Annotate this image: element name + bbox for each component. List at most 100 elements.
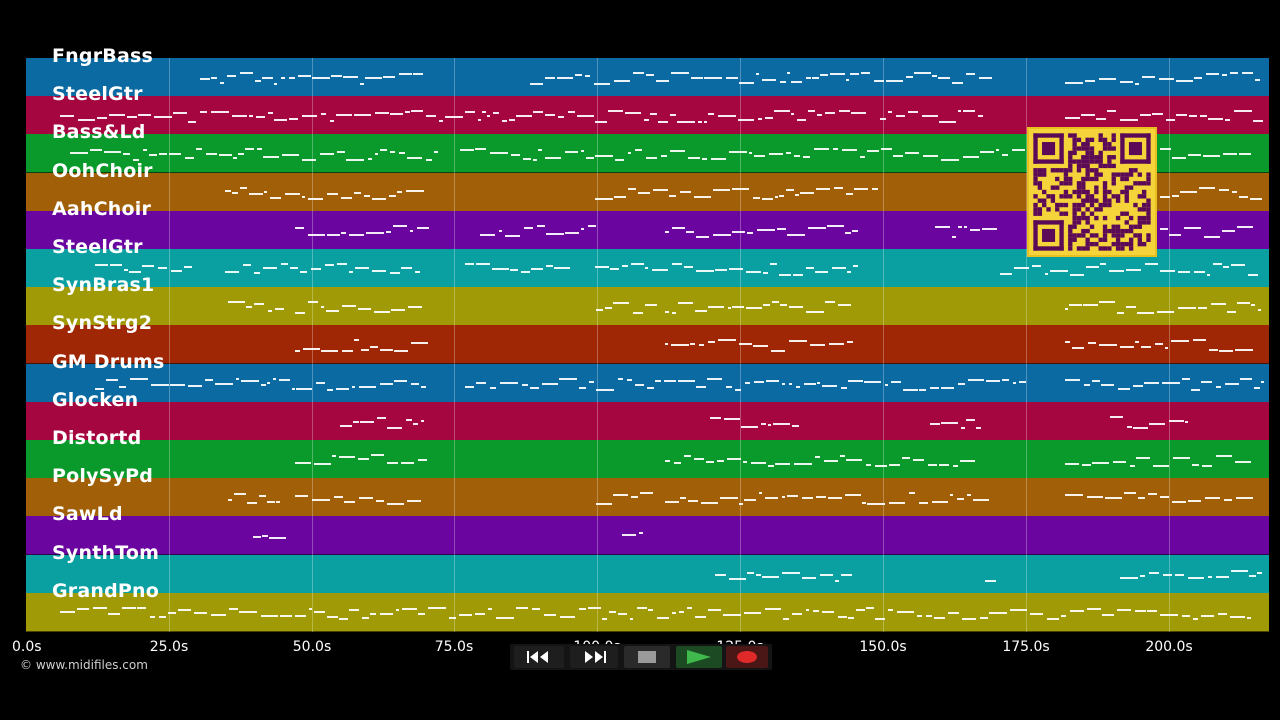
note-mark	[817, 114, 822, 117]
note-mark	[930, 386, 939, 389]
note-mark	[228, 499, 232, 502]
note-mark	[108, 612, 120, 615]
note-mark	[646, 157, 657, 160]
note-mark	[633, 312, 643, 315]
note-mark	[1198, 307, 1207, 310]
note-mark	[1000, 273, 1012, 275]
gridline	[597, 58, 598, 632]
note-mark	[661, 155, 667, 158]
note-mark	[872, 187, 878, 190]
note-mark	[257, 148, 262, 151]
copyright-text: © www.midifiles.com	[20, 658, 148, 672]
note-mark	[581, 150, 584, 153]
note-mark	[130, 377, 148, 380]
note-mark	[516, 606, 528, 609]
note-mark	[531, 268, 543, 270]
note-mark	[950, 494, 953, 497]
note-mark	[711, 158, 726, 161]
note-mark	[979, 77, 992, 79]
note-mark	[316, 381, 325, 384]
note-mark	[169, 153, 181, 156]
note-mark	[1184, 226, 1201, 229]
note-mark	[1065, 117, 1080, 120]
note-mark	[797, 119, 806, 122]
note-mark	[789, 382, 792, 385]
note-mark	[391, 309, 405, 312]
note-mark	[1087, 496, 1103, 499]
play-button[interactable]	[676, 646, 722, 668]
note-mark	[609, 610, 616, 613]
note-mark	[906, 76, 913, 78]
note-mark	[684, 455, 691, 457]
note-mark	[196, 148, 202, 151]
note-mark	[380, 149, 387, 152]
note-mark	[268, 112, 273, 115]
note-mark	[421, 385, 426, 388]
note-mark	[923, 155, 938, 158]
note-mark	[1194, 271, 1205, 273]
note-mark	[669, 194, 676, 197]
note-mark	[1194, 77, 1202, 79]
note-mark	[670, 114, 676, 117]
note-mark	[684, 266, 693, 268]
note-mark	[973, 499, 989, 502]
note-mark	[794, 463, 812, 465]
note-mark	[739, 343, 752, 346]
rewind-button[interactable]	[514, 646, 564, 668]
note-mark	[980, 151, 994, 154]
note-mark	[1225, 119, 1230, 122]
note-mark	[487, 115, 490, 118]
note-mark	[352, 385, 355, 388]
note-mark	[888, 111, 892, 114]
note-mark	[238, 153, 244, 156]
note-mark	[410, 229, 413, 232]
fast-forward-button[interactable]	[570, 646, 618, 668]
note-mark	[780, 304, 787, 307]
note-mark	[129, 271, 141, 273]
note-mark	[402, 607, 417, 610]
note-mark	[1203, 155, 1220, 158]
note-mark	[792, 612, 802, 615]
note-mark	[1084, 383, 1090, 386]
track-label: GM Drums	[52, 350, 165, 373]
gridline	[883, 58, 884, 632]
note-mark	[1251, 304, 1255, 307]
note-mark	[336, 387, 349, 390]
track-label: SynStrg2	[52, 312, 153, 335]
note-mark	[1258, 309, 1261, 312]
note-mark	[261, 614, 278, 617]
note-mark	[960, 460, 975, 462]
note-mark	[375, 112, 389, 115]
note-mark	[653, 188, 668, 191]
note-mark	[1045, 273, 1048, 275]
note-mark	[205, 378, 213, 381]
note-mark	[678, 302, 693, 305]
stop-button[interactable]	[624, 646, 670, 668]
note-mark	[728, 307, 731, 310]
tick-label: 200.0s	[1145, 639, 1193, 655]
note-mark	[185, 157, 194, 160]
note-mark	[245, 148, 254, 151]
note-mark	[522, 383, 528, 386]
note-mark	[806, 311, 824, 314]
note-mark	[1209, 349, 1218, 352]
tick-label: 175.0s	[1002, 639, 1050, 655]
note-mark	[832, 267, 846, 269]
note-mark	[439, 120, 443, 123]
note-mark	[255, 80, 261, 82]
record-button[interactable]	[726, 646, 768, 668]
note-mark	[1142, 76, 1155, 78]
note-mark	[704, 77, 722, 79]
note-mark	[490, 152, 508, 155]
note-mark	[1191, 388, 1200, 391]
note-mark	[282, 154, 299, 157]
note-mark	[738, 119, 754, 122]
note-mark	[261, 383, 266, 386]
note-mark	[875, 617, 885, 620]
note-mark	[544, 613, 556, 616]
note-mark	[808, 226, 826, 229]
note-mark	[1032, 265, 1041, 267]
note-mark	[845, 494, 861, 497]
note-mark	[1149, 422, 1165, 425]
note-mark	[418, 459, 427, 461]
